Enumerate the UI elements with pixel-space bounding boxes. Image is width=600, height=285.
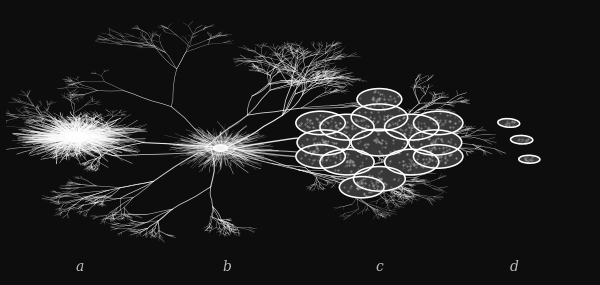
Circle shape — [385, 149, 439, 175]
Ellipse shape — [511, 135, 533, 144]
Text: b: b — [222, 260, 231, 274]
Circle shape — [296, 111, 345, 135]
Circle shape — [38, 119, 115, 155]
Circle shape — [357, 89, 402, 110]
Circle shape — [297, 130, 350, 155]
Circle shape — [59, 129, 94, 145]
Circle shape — [320, 149, 374, 175]
Circle shape — [413, 111, 463, 135]
Circle shape — [351, 104, 407, 131]
Circle shape — [320, 114, 374, 140]
Circle shape — [66, 132, 87, 142]
Circle shape — [340, 177, 384, 198]
Circle shape — [206, 141, 235, 155]
Text: c: c — [376, 260, 383, 274]
Circle shape — [351, 129, 407, 156]
Ellipse shape — [498, 119, 520, 127]
Text: d: d — [510, 260, 519, 274]
Circle shape — [214, 145, 227, 151]
Circle shape — [296, 145, 345, 168]
Circle shape — [413, 145, 463, 168]
Circle shape — [385, 114, 439, 140]
Text: a: a — [76, 260, 83, 274]
Circle shape — [197, 137, 244, 159]
Circle shape — [49, 123, 105, 150]
Ellipse shape — [519, 155, 540, 163]
Circle shape — [409, 130, 462, 155]
Circle shape — [353, 166, 405, 191]
